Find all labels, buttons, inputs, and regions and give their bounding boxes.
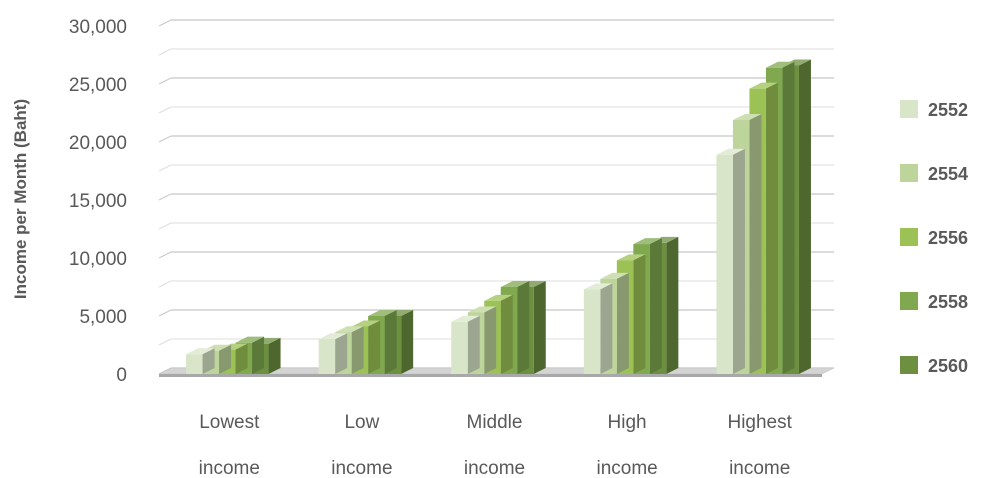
gridline-side (158, 135, 172, 143)
legend-label: 2558 (928, 292, 968, 312)
legend-item-2556: 2556 (900, 228, 968, 248)
x-category-label: Middle (467, 412, 523, 433)
y-tick-label: 0 (116, 365, 127, 386)
y-tick-label: 10,000 (69, 249, 127, 270)
gridline-side (158, 48, 172, 56)
legend-swatch (900, 292, 918, 310)
legend-item-2560: 2560 (900, 356, 968, 376)
legend: 2552 2554 2556 2558 2560 (900, 100, 968, 376)
legend-label: 2556 (928, 228, 968, 248)
x-category-label: Highest (727, 412, 792, 433)
bar-2552-4 (716, 148, 745, 374)
y-axis-ticks: 0 5,000 10,000 15,000 20,000 25,000 30,000 (69, 17, 127, 386)
bar-2552-2 (451, 315, 480, 374)
x-category-label: income (464, 458, 525, 478)
gridline-side (158, 164, 172, 172)
legend-item-2558: 2558 (900, 292, 968, 312)
bar-series-group (186, 59, 811, 375)
bar-2552-0 (186, 348, 215, 374)
x-category-label: High (608, 412, 647, 433)
gridline-side (158, 251, 172, 259)
gridline-side (158, 19, 172, 27)
legend-swatch (900, 228, 918, 246)
y-tick-label: 15,000 (69, 191, 127, 212)
legend-label: 2560 (928, 356, 968, 376)
y-axis-label: Income per Month (Baht) (11, 99, 30, 299)
gridline-side (158, 222, 172, 230)
legend-label: 2552 (928, 100, 968, 120)
gridline-side (158, 280, 172, 288)
y-tick-label: 25,000 (69, 75, 127, 96)
x-category-label: income (596, 458, 657, 478)
y-tick-label: 5,000 (79, 307, 127, 328)
legend-item-2552: 2552 (900, 100, 968, 120)
x-category-label: income (199, 458, 260, 478)
gridline-side (158, 77, 172, 85)
bar-2552-3 (583, 283, 613, 374)
x-category-label: Lowest (199, 412, 260, 433)
gridline-side (158, 106, 172, 114)
y-tick-label: 20,000 (69, 133, 127, 154)
legend-swatch (900, 164, 918, 182)
legend-item-2554: 2554 (900, 164, 968, 184)
x-category-label: income (331, 458, 392, 478)
bar-2552-1 (318, 333, 348, 374)
gridline-side (158, 338, 172, 346)
legend-swatch (900, 356, 918, 374)
gridline-side (158, 309, 172, 317)
x-axis-category-labels: Lowest income Low income Middle income High inc… (199, 412, 793, 478)
gridline-side (158, 193, 172, 201)
y-tick-label: 30,000 (69, 17, 127, 38)
floor-edge (159, 374, 822, 377)
x-category-label: Low (344, 412, 379, 433)
legend-swatch (900, 100, 918, 118)
legend-label: 2554 (928, 164, 968, 184)
x-category-label: income (729, 458, 790, 478)
